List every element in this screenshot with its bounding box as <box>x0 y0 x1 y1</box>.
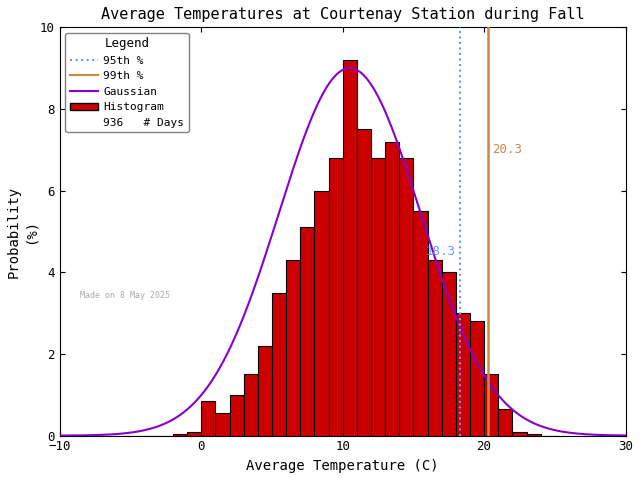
Bar <box>272 293 286 436</box>
Legend: 95th %, 99th %, Gaussian, Histogram, 936   # Days: 95th %, 99th %, Gaussian, Histogram, 936… <box>65 33 189 132</box>
Bar <box>201 401 216 436</box>
Bar <box>385 142 399 436</box>
Text: Made on 8 May 2025: Made on 8 May 2025 <box>79 291 170 300</box>
Bar <box>173 433 187 436</box>
Bar <box>527 433 541 436</box>
Bar <box>470 321 484 436</box>
Bar <box>342 60 357 436</box>
Bar <box>428 260 442 436</box>
Bar <box>499 409 513 436</box>
Bar <box>442 272 456 436</box>
Text: 20.3: 20.3 <box>493 144 523 156</box>
Bar <box>300 228 314 436</box>
Bar <box>216 413 230 436</box>
Bar <box>357 130 371 436</box>
Bar <box>328 158 342 436</box>
X-axis label: Average Temperature (C): Average Temperature (C) <box>246 459 439 473</box>
Bar <box>314 191 328 436</box>
Bar <box>456 313 470 436</box>
Bar <box>513 432 527 436</box>
Bar <box>399 158 413 436</box>
Text: 18.3: 18.3 <box>426 245 456 258</box>
Bar <box>484 374 499 436</box>
Bar <box>413 211 428 436</box>
Bar <box>286 260 300 436</box>
Bar <box>187 432 201 436</box>
Bar <box>230 395 244 436</box>
Bar <box>258 346 272 436</box>
Y-axis label: Probability
(%): Probability (%) <box>7 185 37 277</box>
Bar <box>244 374 258 436</box>
Title: Average Temperatures at Courtenay Station during Fall: Average Temperatures at Courtenay Statio… <box>101 7 584 22</box>
Bar <box>371 158 385 436</box>
